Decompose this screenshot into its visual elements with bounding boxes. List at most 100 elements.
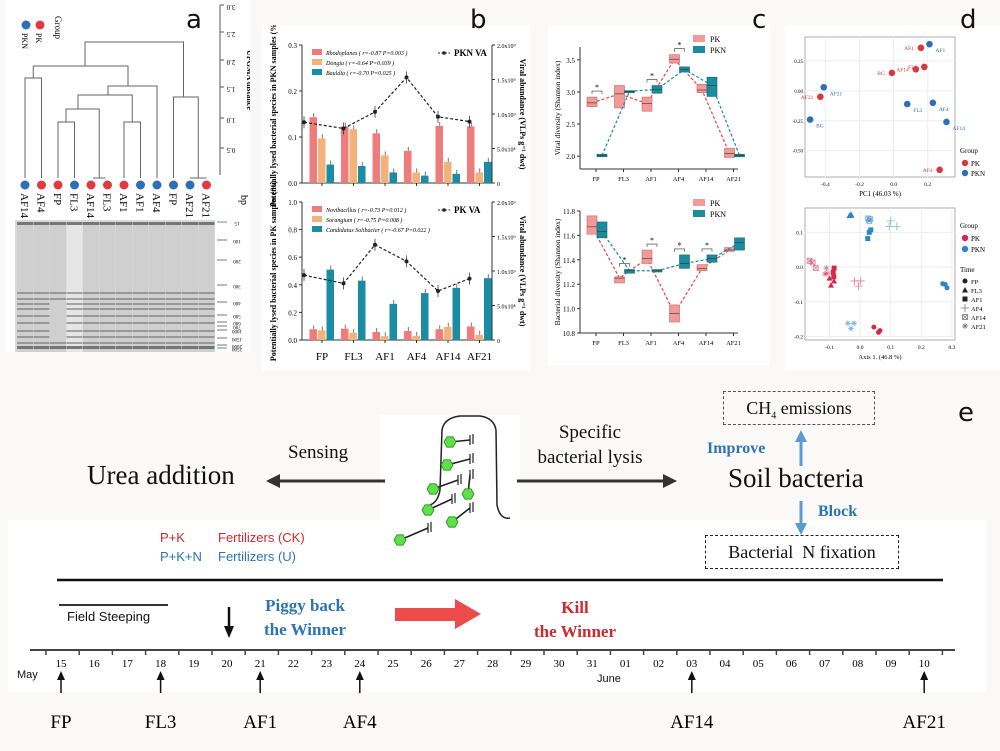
y-tick-label: 0.4 <box>288 282 297 290</box>
dendrogram-branch <box>107 85 158 178</box>
leaf-marker <box>37 180 46 190</box>
panel-a: Group PK PKN 0.5 1.0 1.5 2.0 2.5 3.0 UPGMA distan… <box>5 0 254 353</box>
c-top-chart: 2.0 2.5 3.0 3.5 Viral diversity (Shannon ind… <box>553 35 745 183</box>
leaf-label: AF21 <box>183 193 195 218</box>
time-legend-marker-triangle <box>962 287 968 293</box>
dendrogram-branch <box>32 65 129 86</box>
bar-bauldia <box>358 165 366 183</box>
gel-band <box>149 330 165 332</box>
pcoa-point-pk-fp <box>871 324 877 330</box>
date-label: 06 <box>786 658 798 670</box>
significance-bracket <box>646 79 658 83</box>
phage-fibers <box>469 434 474 445</box>
gel-band <box>83 342 99 344</box>
y-tick-label: 0.00 <box>794 90 803 95</box>
gel-band <box>165 303 182 305</box>
y-axis-title: Bacterial diversity (Shannon index) <box>553 218 562 325</box>
legend-label: Sorangium ( r=-0.75 P=0.008 ) <box>326 217 402 224</box>
improve-arrowhead <box>795 430 807 442</box>
soil-bacteria-label: Soil bacteria <box>728 463 864 493</box>
sample-label-fp: FP <box>50 712 71 733</box>
kill-winner-line2: the Winner <box>533 622 617 641</box>
gel-band <box>132 298 149 300</box>
x-tick-label: AF1 <box>645 176 657 183</box>
sampling-arrowhead <box>256 671 265 680</box>
gel-lane <box>116 222 132 352</box>
date-label: 22 <box>288 658 299 670</box>
bar-bauldia <box>389 172 397 183</box>
y2-tick-label: 2.0x10⁹ <box>497 201 516 207</box>
x-axis-title: Axis 1. (46.8 %) <box>858 354 901 361</box>
leaf-marker <box>53 180 63 190</box>
date-label: 29 <box>520 658 532 670</box>
phage-head <box>443 436 457 448</box>
gel-band <box>149 336 165 338</box>
gel-band <box>182 298 198 300</box>
dendrogram-gel-figure: Group PK PKN 0.5 1.0 1.5 2.0 2.5 3.0 UPGMA distan… <box>15 3 254 353</box>
bar-bauldia <box>452 173 460 183</box>
gel-band <box>17 342 33 344</box>
pcoa-chart: -0.1 0.0 0.1 0.2 0.3 -0.2 -0.1 0.0 0.1 Axis 1. (4… <box>776 207 987 361</box>
specific-lysis-line2: bacterial lysis <box>537 447 643 468</box>
gel-lane <box>182 222 198 352</box>
leaf-label: FL3 <box>68 193 80 212</box>
y2-axis-title: Viral abundance (VLPs g⁻¹ dwt) <box>518 216 527 327</box>
box-pk <box>641 96 653 112</box>
va-line <box>303 76 470 130</box>
box-pk <box>614 85 625 109</box>
y-tick-label: 0.0 <box>288 337 297 345</box>
bar-dongia <box>475 172 483 183</box>
bar-dongia <box>318 138 326 183</box>
date-label: 08 <box>852 658 864 670</box>
gel-band <box>50 298 66 300</box>
gel-band <box>66 222 83 225</box>
dendrogram-branch <box>84 41 184 97</box>
legend-label: PK <box>971 160 980 168</box>
date-label: 16 <box>89 658 101 670</box>
y-tick-label: -0.2 <box>794 335 803 341</box>
sampling-arrowhead <box>156 671 165 680</box>
gel-marker-label: 400 <box>233 300 241 305</box>
b-top-chart: 0.0 0.1 0.2 0.3 0 5.0x10⁸ 1.0x10⁹ 1.5x10⁹ 2.0x10… <box>269 21 527 207</box>
gel-band <box>149 322 165 324</box>
time-legend-label: AF14 <box>971 315 987 322</box>
pca-point-label: FL3 <box>913 108 922 114</box>
gel-band <box>33 298 50 300</box>
bar-rhodoplanes <box>467 126 475 183</box>
y-tick-label: 11.0 <box>563 306 575 314</box>
legend-label: PK <box>971 235 980 243</box>
pcoa-point-pk-af1 <box>831 265 837 271</box>
leaf-label: AF1 <box>134 193 146 213</box>
gel-band <box>17 336 33 338</box>
gel-lane <box>33 222 50 352</box>
gel-band <box>165 315 182 317</box>
bar-novibacillus <box>467 326 475 340</box>
gel-band <box>132 330 149 332</box>
gel-band <box>198 346 215 349</box>
leaf-label: AF14 <box>18 193 30 219</box>
gel-band <box>66 342 83 344</box>
sample-label-af4: AF4 <box>343 712 377 733</box>
x-tick-label: FP <box>316 351 328 363</box>
panel-a-group: Group PK PKN 0.5 1.0 1.5 2.0 2.5 3.0 UPGMA distan… <box>15 3 254 353</box>
bar-novibacillus <box>435 329 443 340</box>
gel-band <box>182 315 198 317</box>
pcoa-point-pk-af14 <box>812 265 819 271</box>
gel-band <box>182 330 198 332</box>
axis-tick-label: 1.5 <box>226 85 235 93</box>
gel-band <box>182 222 198 225</box>
gel-band <box>149 303 165 305</box>
panel-b: 0.0 0.1 0.2 0.3 0 5.0x10⁸ 1.0x10⁹ 1.5x10⁹ 2.0x10… <box>262 21 530 370</box>
gel-marker-label: 300 <box>233 283 241 288</box>
gel-band <box>132 292 149 294</box>
piggy-back-line2: the Winner <box>263 620 347 639</box>
pca-point-label: AF14 <box>952 126 965 132</box>
gel-marker-label: 1000 <box>232 328 243 333</box>
legend-marker <box>961 169 969 177</box>
gel-band <box>149 315 165 317</box>
x-tick-label: FP <box>592 176 600 183</box>
x-tick-label: -0.2 <box>855 182 864 188</box>
gel-band <box>99 330 116 332</box>
legend-label: PKN <box>971 170 985 178</box>
gel-band <box>66 322 83 324</box>
